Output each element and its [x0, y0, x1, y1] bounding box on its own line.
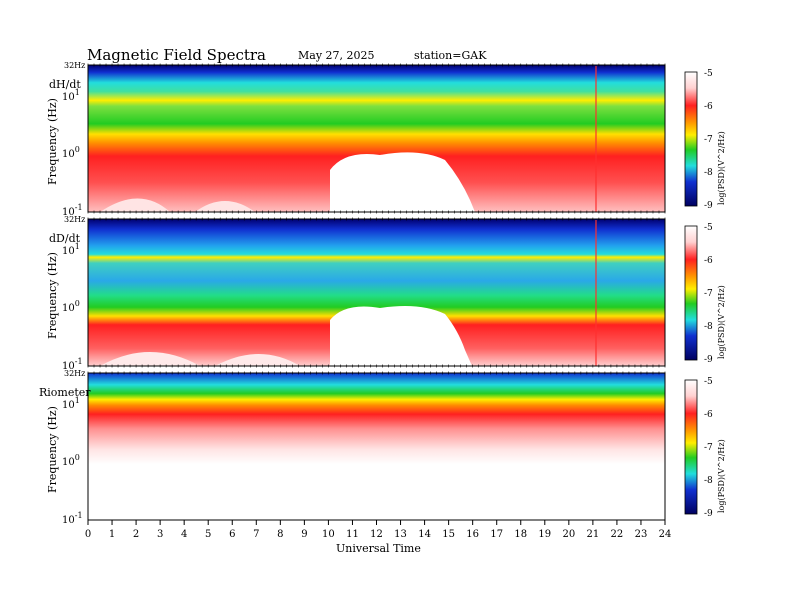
x-tick-label: 5: [205, 529, 211, 540]
x-tick-label: 20: [562, 529, 575, 540]
panel-riometer: Riometer 32Hz 101 100 10-1 Frequency (Hz…: [39, 369, 726, 526]
colorbar-tick: -9: [704, 355, 713, 365]
top-freq-label: 32Hz: [64, 61, 85, 70]
x-tick-label: 16: [466, 529, 479, 540]
x-tick-label: 1: [109, 529, 115, 540]
colorbar-ticks-dhdt: -5 -6 -7 -8 -9: [704, 69, 713, 211]
y-axis-dhdt: 101 100 10-1: [62, 88, 83, 218]
panel-dhdt: dH/dt 32Hz 101 100 10-1 Frequency (Hz) -…: [46, 61, 726, 218]
x-tick-label: 23: [635, 529, 648, 540]
x-tick-label: 24: [659, 529, 672, 540]
y-axis-dddt: 101 100 10-1: [62, 242, 83, 372]
quiet-region-dddt: [330, 306, 472, 366]
x-tick-label: 21: [587, 529, 600, 540]
low-power-patch: [100, 198, 170, 212]
y-tick-label: 101: [62, 396, 80, 411]
y-axis-label-dhdt: Frequency (Hz): [46, 98, 59, 185]
x-tick-label: 8: [277, 529, 283, 540]
x-axis: 0 1 2 3 4 5 6 7 8 9 10 11 12 13 14 15 16 17 18 19 20 21 22 23 24: [85, 63, 672, 540]
colorbar-dddt: [684, 225, 698, 361]
top-freq-label: 32Hz: [64, 215, 85, 224]
x-tick-label: 4: [181, 529, 187, 540]
colorbar-tick: -6: [704, 410, 713, 420]
colorbar-ticks-dddt: -5 -6 -7 -8 -9: [704, 223, 713, 365]
y-tick-label: 10-1: [62, 357, 83, 372]
x-tick-label: 13: [394, 529, 407, 540]
colorbar-tick: -5: [704, 223, 713, 233]
x-tick-label: 0: [85, 529, 91, 540]
y-tick-label: 10-1: [62, 203, 83, 218]
low-power-patch: [100, 352, 200, 366]
figure-title: Magnetic Field Spectra: [87, 46, 266, 64]
y-tick-label: 101: [62, 242, 80, 257]
colorbar-tick: -7: [704, 289, 713, 299]
x-axis-label: Universal Time: [336, 542, 421, 555]
top-freq-label: 32Hz: [64, 369, 85, 378]
x-tick-label: 3: [157, 529, 163, 540]
x-tick-label: 18: [514, 529, 527, 540]
x-tick-label: 10: [322, 529, 335, 540]
x-tick-label: 19: [538, 529, 551, 540]
x-tick-label: 6: [229, 529, 235, 540]
y-tick-label: 10-1: [62, 511, 83, 526]
x-tick-label: 12: [370, 529, 383, 540]
x-tick-label: 15: [442, 529, 455, 540]
low-power-patch: [195, 201, 255, 212]
y-axis-riometer: 101 100 10-1: [62, 396, 83, 526]
colorbar-tick: -8: [704, 168, 713, 178]
y-axis-label-riometer: Frequency (Hz): [46, 406, 59, 493]
x-tick-label: 11: [346, 529, 359, 540]
x-tick-label: 22: [611, 529, 624, 540]
x-tick-label: 17: [490, 529, 503, 540]
colorbar-ticks-riometer: -5 -6 -7 -8 -9: [704, 377, 713, 519]
panel-dddt: dD/dt 32Hz 101 100 10-1 Frequency (Hz) -…: [46, 215, 726, 372]
colorbar-label-dddt: log(PSD)(V^2/Hz): [717, 285, 726, 359]
quiet-region-dhdt: [330, 152, 475, 212]
date-label: May 27, 2025: [298, 49, 375, 62]
y-tick-label: 100: [62, 145, 80, 160]
panel-label-riometer: Riometer: [39, 386, 91, 399]
spectrogram-riometer: [88, 373, 665, 520]
panel-label-dhdt: dH/dt: [49, 78, 81, 91]
colorbar-tick: -6: [704, 102, 713, 112]
y-tick-label: 100: [62, 299, 80, 314]
x-tick-label: 14: [418, 529, 431, 540]
colorbar-tick: -9: [704, 509, 713, 519]
colorbar-tick: -5: [704, 69, 713, 79]
colorbar-tick: -6: [704, 256, 713, 266]
low-power-patch: [215, 354, 300, 366]
x-tick-label: 9: [301, 529, 307, 540]
y-axis-label-dddt: Frequency (Hz): [46, 252, 59, 339]
colorbar-tick: -7: [704, 135, 713, 145]
y-tick-label: 101: [62, 88, 80, 103]
colorbar-tick: -7: [704, 443, 713, 453]
colorbar-label-dhdt: log(PSD)(V^2/Hz): [717, 131, 726, 205]
colorbar-label-riometer: log(PSD)(V^2/Hz): [717, 439, 726, 513]
colorbar-tick: -5: [704, 377, 713, 387]
colorbar-riometer: [684, 379, 698, 515]
colorbar-tick: -8: [704, 476, 713, 486]
station-label: station=GAK: [414, 49, 487, 62]
x-tick-label: 2: [133, 529, 139, 540]
y-tick-label: 100: [62, 453, 80, 468]
x-tick-label: 7: [253, 529, 259, 540]
colorbar-dhdt: [684, 71, 698, 207]
colorbar-tick: -8: [704, 322, 713, 332]
colorbar-tick: -9: [704, 201, 713, 211]
panel-label-dddt: dD/dt: [49, 232, 81, 245]
